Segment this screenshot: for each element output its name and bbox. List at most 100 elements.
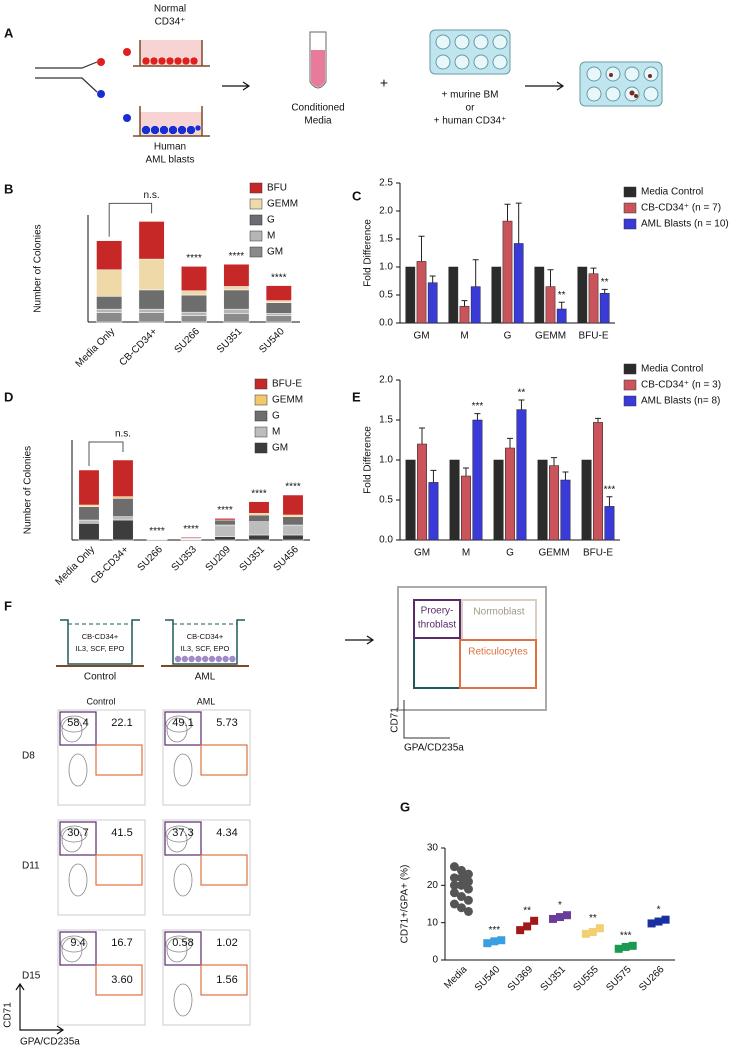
point — [449, 873, 459, 883]
point — [449, 888, 459, 898]
reticulocyte-gate — [95, 854, 143, 886]
panel-letter: B — [4, 181, 13, 196]
x-axis-label: GPA/CD235a — [20, 1037, 80, 1048]
legend-swatch — [623, 186, 637, 198]
key-label: throblast — [418, 620, 457, 631]
error-bar — [419, 427, 425, 444]
bar-segment — [248, 514, 270, 522]
key-label: Reticulocytes — [468, 647, 527, 658]
significance: ** — [589, 913, 597, 924]
axes-arrows — [15, 982, 65, 1035]
bar-segment — [223, 313, 250, 323]
tube-liquid — [311, 50, 325, 87]
error-bar — [562, 471, 569, 480]
reticulocyte-gate — [95, 744, 143, 776]
bar-segment — [265, 285, 292, 301]
label: Human — [154, 142, 186, 153]
bar-segment — [214, 536, 236, 541]
x-tick-label: GM — [413, 331, 429, 342]
error-bar — [472, 259, 479, 287]
legend-swatch — [623, 218, 637, 230]
bar — [556, 308, 567, 324]
error-bar — [418, 235, 425, 262]
bar — [502, 220, 513, 324]
bar — [577, 266, 588, 324]
x-tick-label: SU266 — [136, 544, 166, 574]
tube — [309, 31, 327, 89]
bar — [581, 459, 592, 541]
error-bar — [601, 288, 608, 294]
column-header: Control — [86, 696, 115, 706]
bar-segment — [181, 266, 207, 292]
significance: **** — [285, 482, 301, 493]
bar — [549, 465, 559, 541]
x-tick-label: GM — [414, 548, 430, 559]
contour — [166, 937, 188, 963]
arrow — [345, 635, 375, 645]
point — [490, 937, 499, 946]
x-tick-label: Media — [442, 964, 469, 991]
aml-cell — [195, 655, 202, 663]
panel-f-static — [15, 586, 547, 1035]
legend-swatch — [254, 442, 268, 454]
contour — [61, 717, 83, 743]
panel-letter: D — [4, 389, 13, 404]
x-tick-label: SU266 — [173, 326, 203, 356]
bar-segment — [214, 524, 236, 537]
point — [449, 862, 459, 872]
bar — [491, 266, 502, 324]
bar-segment — [96, 240, 123, 271]
legend-label: Media Control — [641, 187, 703, 198]
legend-swatch — [254, 410, 268, 422]
contour — [173, 863, 193, 897]
gate-percent: 5.73 — [216, 717, 237, 729]
arrow — [525, 81, 565, 91]
legend-swatch — [249, 214, 263, 226]
significance: * — [558, 900, 562, 911]
bar-segment — [138, 312, 165, 323]
x-tick-label: CB-CD34+ — [117, 326, 159, 368]
panel-letter: A — [4, 25, 14, 40]
x-tick-label: SU575 — [604, 964, 634, 994]
panel-a: A Normal CD34⁺ Human AML blasts — [4, 4, 663, 166]
bar — [416, 261, 427, 324]
legend-label: G — [267, 215, 275, 226]
legend-label: AML Blasts (n = 10) — [641, 219, 729, 230]
panel-letter: C — [352, 188, 362, 203]
cell-dot — [123, 114, 131, 122]
bar-segment — [78, 506, 100, 521]
x-tick-label: SU351 — [238, 544, 268, 574]
bar — [417, 443, 427, 541]
legend-swatch — [254, 426, 268, 438]
x-tick-label: SU266 — [637, 964, 667, 994]
bar-segment — [181, 294, 207, 313]
cell-dot — [97, 90, 105, 98]
legend-swatch — [623, 395, 637, 407]
y-tick-label: 0.0 — [379, 535, 393, 546]
bar-segment — [78, 523, 100, 541]
bar-segment — [223, 289, 250, 310]
gate-percent: 22.1 — [111, 717, 132, 729]
point — [628, 941, 637, 950]
colonies — [609, 73, 652, 98]
x-tick-label: SU209 — [204, 544, 234, 574]
legend-swatch — [254, 394, 268, 406]
significance: ** — [523, 905, 531, 916]
label: CD34⁺ — [155, 17, 186, 28]
y-axis-label: CD71 — [3, 1002, 14, 1028]
gate-percent: 4.34 — [216, 827, 237, 839]
legend-label: Media Control — [641, 364, 703, 375]
contour — [173, 983, 193, 1017]
point — [456, 873, 466, 883]
bar-segment — [265, 300, 292, 303]
x-tick-label: BFU-E — [583, 548, 613, 559]
key-axis-label: GPA/CD235a — [404, 743, 464, 754]
gate-percent: 37.3 — [172, 827, 193, 839]
legend-label: GEMM — [267, 199, 298, 210]
trough — [60, 619, 140, 665]
reticulocyte-gate — [200, 964, 248, 996]
x-tick-label: SU351 — [539, 964, 569, 994]
legend-label: GM — [267, 247, 283, 258]
reticulocyte-gate — [459, 639, 537, 689]
bar-segment — [138, 308, 165, 313]
